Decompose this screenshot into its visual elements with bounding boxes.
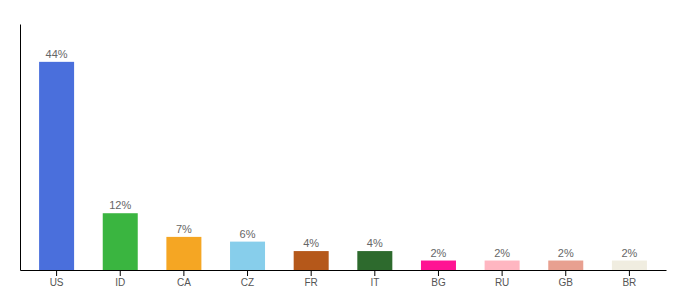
bar [166, 237, 201, 270]
x-tick: CZ [241, 270, 254, 288]
x-tick: CA [177, 270, 191, 288]
bar [357, 251, 392, 270]
x-tick-mark [438, 270, 439, 276]
data-label: 2% [431, 247, 447, 259]
x-tick-mark [374, 270, 375, 276]
x-tick-label: RU [495, 277, 509, 288]
data-label: 2% [494, 247, 510, 259]
plot: US ID CA CZ FR IT BG RU GB BR 44% 12% 7% 6% 4% 4% 2% 2% 2%… [21, 25, 667, 289]
data-label: 4% [367, 237, 383, 249]
bar [548, 261, 583, 270]
x-tick: ID [115, 270, 125, 288]
data-label: 12% [109, 199, 131, 211]
x-tick: RU [495, 270, 509, 288]
x-tick: FR [305, 270, 318, 288]
x-tick-mark [311, 270, 312, 276]
x-tick-label: US [50, 277, 64, 288]
bar [230, 242, 265, 270]
bars [39, 62, 647, 270]
bar [294, 251, 329, 270]
chart: US ID CA CZ FR IT BG RU GB BR 44% 12% 7% 6% 4% 4% 2% 2% 2%… [0, 0, 680, 300]
data-label: 2% [621, 247, 637, 259]
x-tick-mark [183, 270, 184, 276]
x-tick-label: CZ [241, 277, 254, 288]
x-tick-mark [502, 270, 503, 276]
data-labels: 44% 12% 7% 6% 4% 4% 2% 2% 2% 2% [46, 48, 638, 259]
x-tick-label: GB [559, 277, 574, 288]
data-label: 7% [176, 223, 192, 235]
bar [103, 213, 138, 270]
x-tick: GB [559, 270, 574, 288]
bar [485, 261, 520, 270]
x-tick: BG [431, 270, 446, 288]
x-tick-mark [247, 270, 248, 276]
x-tick-mark [565, 270, 566, 276]
y-axis [20, 25, 21, 271]
bar [421, 261, 456, 270]
x-axis: US ID CA CZ FR IT BG RU GB BR [21, 270, 667, 288]
x-tick: IT [370, 270, 379, 288]
data-label: 44% [46, 48, 68, 60]
x-tick-label: BR [622, 277, 636, 288]
bar [39, 62, 74, 270]
x-tick: US [50, 270, 64, 288]
x-tick-mark [120, 270, 121, 276]
x-tick-mark [629, 270, 630, 276]
x-tick-label: IT [370, 277, 379, 288]
bar [612, 261, 647, 270]
x-axis-line [21, 270, 667, 271]
x-tick-label: BG [431, 277, 446, 288]
y-axis-line [20, 25, 21, 271]
data-label: 2% [558, 247, 574, 259]
x-tick-mark [56, 270, 57, 276]
data-label: 6% [240, 228, 256, 240]
x-tick-label: CA [177, 277, 191, 288]
data-label: 4% [303, 237, 319, 249]
x-tick-label: FR [305, 277, 318, 288]
x-tick-label: ID [115, 277, 125, 288]
x-tick: BR [622, 270, 636, 288]
